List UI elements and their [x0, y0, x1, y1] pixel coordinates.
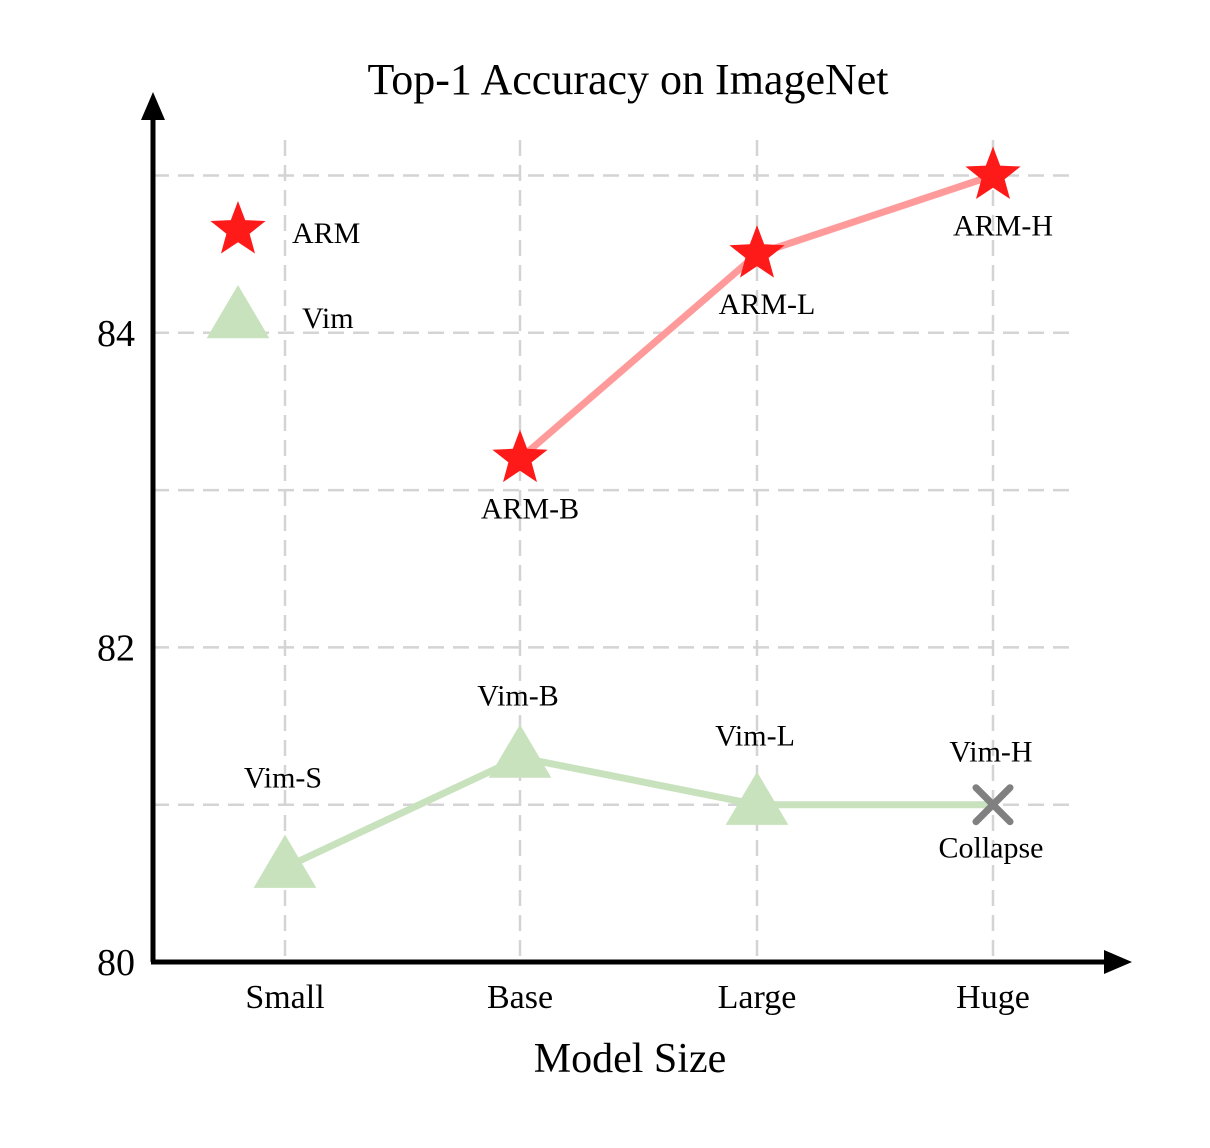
x-tick-label: Small: [245, 979, 324, 1016]
vim-triangle-marker: [488, 724, 552, 778]
series-layer: [253, 146, 1021, 888]
arm-star-marker: [492, 429, 548, 483]
collapse-cross-marker: [972, 784, 1014, 826]
labels-layer: ARM-B ARM-L ARM-H Vim-S Vim-B Vim-L Vim-H Colla…: [244, 210, 1053, 865]
arm-point-label: ARM-H: [953, 210, 1053, 243]
vim-triangle-marker: [725, 771, 789, 825]
legend-arm-star-icon: [210, 201, 266, 254]
x-axis-arrow: [1104, 950, 1132, 974]
vim-point-label: Vim-B: [477, 680, 559, 713]
y-tick-label: 82: [97, 627, 135, 669]
x-tick-label: Huge: [956, 979, 1030, 1016]
y-axis-arrow: [141, 92, 165, 120]
arm-star-marker: [729, 225, 785, 278]
legend-vim-triangle-icon: [206, 285, 270, 339]
chart-title: Top-1 Accuracy on ImageNet: [367, 55, 888, 104]
arm-point-label: ARM-B: [481, 493, 579, 526]
vim-point-label: Vim-L: [715, 720, 795, 753]
legend-label-vim: Vim: [302, 302, 354, 335]
grid-layer: [153, 140, 1075, 962]
vim-triangle-marker: [253, 834, 317, 888]
x-axis-title: Model Size: [534, 1036, 726, 1082]
vim-point-label: Vim-S: [244, 762, 322, 795]
arm-star-marker: [965, 146, 1021, 199]
vim-point-label: Vim-H: [949, 736, 1032, 769]
legend-label-arm: ARM: [292, 217, 360, 250]
y-tick-label: 80: [97, 942, 135, 984]
arm-point-label: ARM-L: [719, 288, 816, 321]
ticks-layer: 80 82 84 Small Base Large Huge: [97, 313, 1030, 1016]
legend: ARM Vim: [206, 201, 360, 339]
collapse-note-label: Collapse: [939, 832, 1044, 865]
axes-layer: [141, 92, 1132, 974]
y-tick-label: 84: [97, 313, 135, 355]
series-line-vim: [281, 754, 997, 872]
x-tick-label: Base: [487, 979, 553, 1016]
x-tick-label: Large: [718, 979, 797, 1016]
